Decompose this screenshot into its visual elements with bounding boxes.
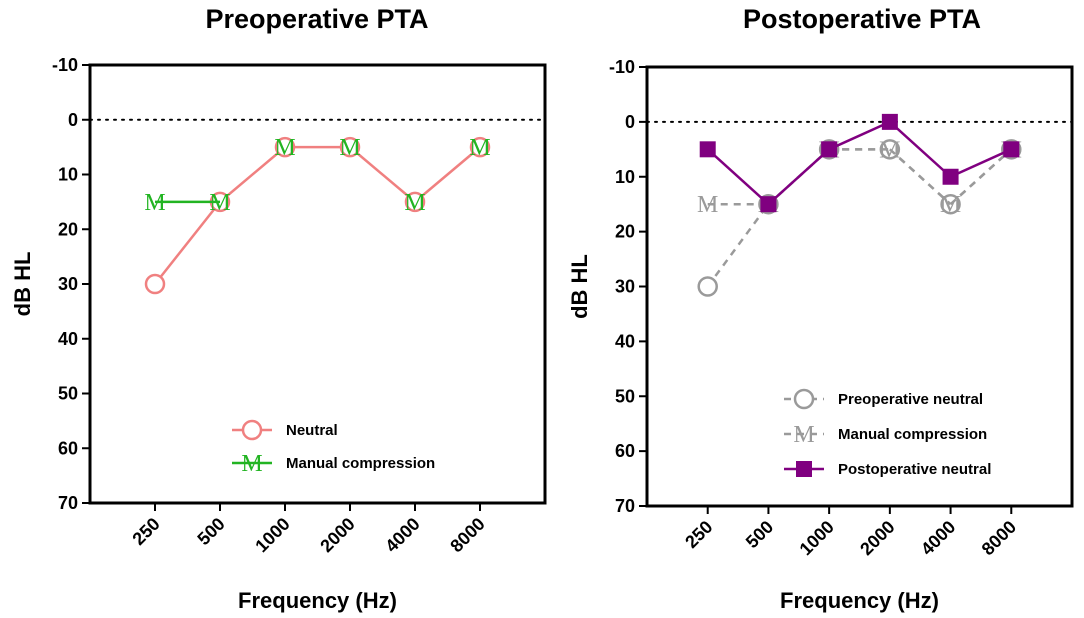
data-point-250 [699, 141, 716, 158]
y-tick-label: 70 [615, 496, 635, 516]
x-tick-label: 250 [681, 517, 716, 552]
data-point-8000: M [469, 135, 490, 161]
y-axis-label: dB HL [567, 254, 592, 319]
legend-entry-2: M Manual compression [784, 422, 987, 448]
series-line-segment [949, 148, 1013, 206]
y-tick-label: 50 [615, 386, 635, 406]
series-line-segment [219, 146, 286, 203]
chart-title: Postoperative PTA [743, 4, 981, 34]
data-point-4000 [942, 168, 959, 185]
y-tick-label: 20 [58, 219, 78, 239]
x-tick-label: 1000 [796, 517, 838, 559]
data-point-250 [144, 273, 166, 295]
y-tick-label: 70 [58, 493, 78, 513]
y-tick-label: 0 [625, 112, 635, 132]
series-line-segment [154, 201, 221, 285]
data-point-4000 [404, 191, 426, 213]
legend-marker [796, 461, 812, 477]
series-postoperative-neutral [699, 113, 1020, 213]
x-tick-label: 500 [742, 517, 777, 552]
series-line-segment [414, 146, 481, 203]
data-point-4000: M [940, 192, 961, 218]
legend-marker: M [241, 451, 262, 477]
chart-title: Preoperative PTA [205, 4, 428, 34]
x-tick-label: 8000 [978, 517, 1020, 559]
legend-marker [241, 419, 263, 441]
y-tick-label: 10 [58, 165, 78, 185]
data-point-1000 [821, 141, 838, 158]
data-point-2000: M [879, 137, 900, 163]
y-tick-label: 0 [68, 110, 78, 130]
y-tick-label: 10 [615, 167, 635, 187]
legend-entry-2: M Manual compression [232, 451, 435, 477]
series-line-segment [349, 146, 416, 203]
x-tick-label: 2000 [316, 514, 358, 556]
y-tick-label: 30 [58, 274, 78, 294]
series-line-segment [828, 120, 891, 151]
series-line-segment [767, 148, 830, 206]
chart-panel-1: Preoperative PTA -10 0 10 20 30 40 50 60 70 250 500… [10, 4, 547, 613]
series-line-segment [889, 120, 952, 178]
y-tick-label: 20 [615, 222, 635, 242]
y-tick-label: 30 [615, 277, 635, 297]
legend-label: Neutral [286, 422, 338, 439]
data-point-8000 [469, 136, 491, 158]
data-point-2000 [339, 136, 361, 158]
series-line-segment [950, 148, 1012, 178]
y-tick-label: 60 [58, 438, 78, 458]
legend-entry-1: Neutral [232, 419, 338, 441]
data-point-2000: M [339, 135, 360, 161]
data-point-8000 [1003, 141, 1020, 158]
x-tick-label: 8000 [446, 514, 488, 556]
data-point-500: M [209, 190, 230, 216]
data-point-250 [697, 276, 718, 297]
x-tick-label: 4000 [381, 514, 423, 556]
y-tick-label: 60 [615, 441, 635, 461]
y-tick-label: 40 [58, 329, 78, 349]
series-neutral [144, 136, 491, 295]
series-line-segment [889, 148, 952, 206]
x-tick-label: 4000 [917, 517, 959, 559]
data-point-2000 [881, 113, 898, 130]
x-tick-label: 500 [193, 514, 228, 549]
y-axis-label: dB HL [10, 252, 35, 317]
data-point-500 [760, 196, 777, 213]
chart-panel-2: Postoperative PTA -10 0 10 20 30 40 50 60 70 250 50… [567, 4, 1074, 613]
data-point-1000: M [274, 135, 295, 161]
y-tick-label: -10 [52, 55, 78, 75]
legend-label: Postoperative neutral [838, 461, 991, 478]
data-point-4000: M [404, 190, 425, 216]
series-line-segment [706, 203, 770, 288]
legend-marker: M [793, 422, 814, 448]
data-point-250: M [697, 192, 718, 218]
legend-label: Manual compression [838, 426, 987, 443]
series-line-segment [706, 148, 770, 206]
x-tick-label: 1000 [251, 514, 293, 556]
legend-label: Preoperative neutral [838, 391, 983, 408]
series-manual-compression: M M M M M M [144, 135, 490, 216]
y-tick-label: 40 [615, 331, 635, 351]
x-axis-label: Frequency (Hz) [780, 588, 939, 613]
series-preoperative-neutral [697, 139, 1022, 297]
legend-label: Manual compression [286, 455, 435, 472]
y-tick-label: 50 [58, 384, 78, 404]
x-tick-label: 250 [128, 514, 163, 549]
legend-marker [793, 388, 815, 410]
x-tick-label: 2000 [856, 517, 898, 559]
data-point-1000 [274, 136, 296, 158]
y-tick-label: -10 [609, 57, 635, 77]
x-axis-label: Frequency (Hz) [238, 588, 397, 613]
legend-entry-1: Preoperative neutral [784, 388, 983, 410]
data-point-250: M [144, 190, 165, 216]
legend-entry-3: Postoperative neutral [784, 461, 991, 478]
